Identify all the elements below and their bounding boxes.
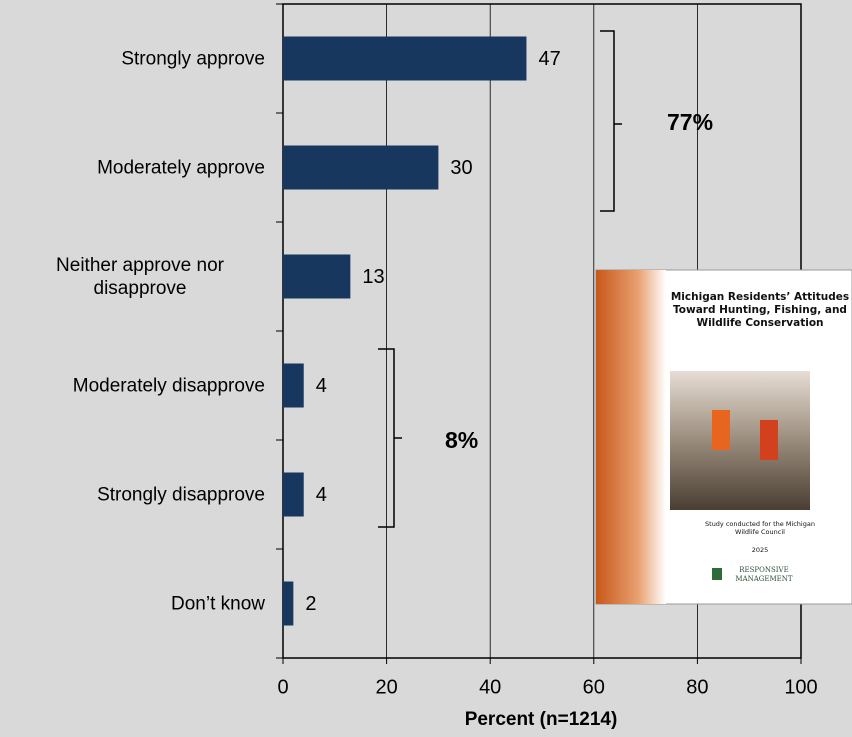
category-label-box: Strongly disapprove	[97, 483, 265, 506]
y-tick-label: Neither approve nor disapprove	[56, 254, 224, 299]
bar	[283, 145, 439, 190]
x-tick-label: 0	[277, 676, 288, 698]
value-label: 30	[450, 157, 472, 179]
cover-year: 2025	[751, 546, 769, 554]
category-label-box: Moderately disapprove	[73, 374, 265, 397]
report-cover	[595, 269, 852, 605]
cover-title: Michigan Residents’ Attitudes Toward Hun…	[670, 291, 850, 329]
y-tick-label: Strongly approve	[121, 48, 265, 69]
category-label-box: Neither approve nor disapprove	[15, 254, 265, 300]
value-label: 47	[538, 48, 560, 70]
cover-photo	[670, 371, 810, 510]
cover-logo: MANAGEMENT	[735, 575, 793, 583]
x-axis-title: Percent (n=1214)	[465, 709, 618, 730]
bar	[283, 472, 304, 517]
bar	[283, 254, 351, 299]
cover-logo: RESPONSIVE	[739, 566, 789, 574]
bar	[283, 36, 527, 81]
bar	[283, 363, 304, 408]
value-label: 4	[316, 375, 327, 397]
bar	[283, 581, 294, 626]
category-label-box: Don’t know	[171, 592, 265, 615]
bracket	[600, 30, 622, 212]
x-tick-label: 80	[686, 676, 708, 698]
x-tick-label: 40	[479, 676, 501, 698]
x-tick-label: 60	[583, 676, 605, 698]
cover-note: Study conducted for the Michigan Wildlif…	[705, 520, 815, 536]
y-tick-label: Don’t know	[171, 593, 265, 614]
cover-stripe	[596, 270, 666, 604]
photo-figure	[760, 420, 778, 460]
y-tick-label: Strongly disapprove	[97, 484, 265, 505]
x-tick-label: 20	[375, 676, 397, 698]
y-tick-label: Moderately approve	[97, 157, 265, 178]
value-label: 2	[305, 593, 316, 615]
logo-icon	[712, 568, 722, 580]
value-label: 4	[316, 484, 327, 506]
annotation: 77%	[667, 109, 713, 135]
bracket	[378, 348, 402, 528]
category-label-box: Moderately approve	[97, 156, 265, 179]
x-tick-label: 100	[784, 676, 817, 698]
value-label: 13	[362, 266, 384, 288]
category-label-box: Strongly approve	[121, 47, 265, 70]
annotation: 8%	[445, 427, 478, 453]
y-tick-label: Moderately disapprove	[72, 375, 265, 396]
photo-figure	[712, 410, 730, 450]
